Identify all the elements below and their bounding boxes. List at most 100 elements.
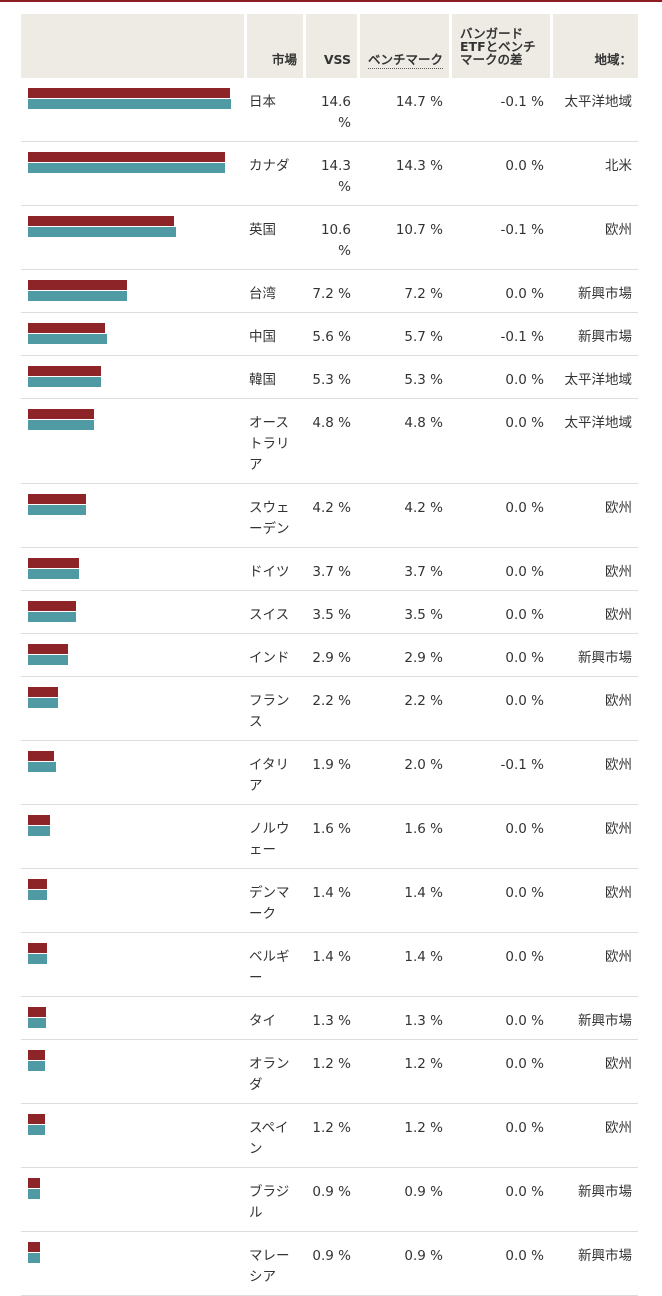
table-row: デンマーク 1.4 % 1.4 % 0.0 % 欧州 <box>21 869 638 933</box>
vss-bar <box>28 751 54 761</box>
region-cell: 新興市場 <box>550 1168 638 1232</box>
vss-bar <box>28 644 68 654</box>
benchmark-value: 14.3 % <box>357 142 449 206</box>
region-cell: 欧州 <box>550 548 638 591</box>
vss-value: 2.2 % <box>303 677 357 741</box>
benchmark-bar <box>28 1018 46 1028</box>
vss-value: 4.2 % <box>303 484 357 548</box>
benchmark-value: 10.7 % <box>357 206 449 270</box>
benchmark-value: 1.4 % <box>357 869 449 933</box>
market-cell: ベルギー <box>244 933 303 997</box>
vss-bar <box>28 366 101 376</box>
diff-value: 0.0 % <box>449 1104 550 1168</box>
vss-bar <box>28 943 47 953</box>
diff-value: 0.0 % <box>449 677 550 741</box>
vss-bar <box>28 815 50 825</box>
benchmark-value: 1.2 % <box>357 1104 449 1168</box>
vss-bar <box>28 280 127 290</box>
benchmark-bar <box>28 569 79 579</box>
vss-value: 0.9 % <box>303 1232 357 1296</box>
region-cell: 欧州 <box>550 933 638 997</box>
benchmark-bar <box>28 954 47 964</box>
diff-value: 0.0 % <box>449 1040 550 1104</box>
region-cell: 新興市場 <box>550 997 638 1040</box>
vss-bar <box>28 558 79 568</box>
benchmark-value: 2.2 % <box>357 677 449 741</box>
region-cell: 欧州 <box>550 677 638 741</box>
table-row: タイ 1.3 % 1.3 % 0.0 % 新興市場 <box>21 997 638 1040</box>
bar-cell <box>21 356 244 399</box>
benchmark-bar <box>28 420 94 430</box>
bar-cell <box>21 1104 244 1168</box>
diff-value: 0.0 % <box>449 548 550 591</box>
region-cell: 新興市場 <box>550 634 638 677</box>
vss-bar <box>28 323 105 333</box>
bar-cell <box>21 741 244 805</box>
header-vss: VSS <box>303 14 357 78</box>
vss-value: 5.3 % <box>303 356 357 399</box>
benchmark-bar <box>28 377 101 387</box>
table-row: 韓国 5.3 % 5.3 % 0.0 % 太平洋地域 <box>21 356 638 399</box>
vss-bar <box>28 494 86 504</box>
top-accent-rule <box>0 0 662 2</box>
header-region: 地域： <box>550 14 638 78</box>
bar-cell <box>21 1232 244 1296</box>
diff-value: -0.1 % <box>449 206 550 270</box>
vss-value: 0.9 % <box>303 1168 357 1232</box>
diff-value: 0.0 % <box>449 484 550 548</box>
region-cell: 新興市場 <box>550 270 638 313</box>
region-cell: 欧州 <box>550 484 638 548</box>
vss-value: 14.3 % <box>303 142 357 206</box>
header-chart <box>21 14 244 78</box>
bar-cell <box>21 805 244 869</box>
table-body: 日本 14.6 % 14.7 % -0.1 % 太平洋地域 カナダ 14.3 % 14.3 %… <box>21 78 638 1296</box>
market-cell: 韓国 <box>244 356 303 399</box>
vss-bar <box>28 601 76 611</box>
bar-cell <box>21 1168 244 1232</box>
benchmark-value: 4.2 % <box>357 484 449 548</box>
benchmark-bar <box>28 291 127 301</box>
benchmark-tooltip-link[interactable]: ベンチマーク <box>367 52 443 69</box>
vss-bar <box>28 1050 45 1060</box>
table-row: スイス 3.5 % 3.5 % 0.0 % 欧州 <box>21 591 638 634</box>
bar-cell <box>21 484 244 548</box>
diff-value: 0.0 % <box>449 270 550 313</box>
region-cell: 欧州 <box>550 1104 638 1168</box>
benchmark-value: 1.2 % <box>357 1040 449 1104</box>
bar-cell <box>21 997 244 1040</box>
benchmark-bar <box>28 505 86 515</box>
table-row: 中国 5.6 % 5.7 % -0.1 % 新興市場 <box>21 313 638 356</box>
table-row: ブラジル 0.9 % 0.9 % 0.0 % 新興市場 <box>21 1168 638 1232</box>
vss-value: 7.2 % <box>303 270 357 313</box>
vss-bar <box>28 88 230 98</box>
diff-value: -0.1 % <box>449 78 550 142</box>
header-diff: バンガードETFとベンチマークの差 <box>449 14 550 78</box>
market-cell: スウェーデン <box>244 484 303 548</box>
market-cell: イタリア <box>244 741 303 805</box>
diff-value: 0.0 % <box>449 356 550 399</box>
benchmark-bar <box>28 163 225 173</box>
vss-value: 3.5 % <box>303 591 357 634</box>
vss-bar <box>28 1178 40 1188</box>
benchmark-bar <box>28 99 231 109</box>
market-cell: マレーシア <box>244 1232 303 1296</box>
vss-value: 1.6 % <box>303 805 357 869</box>
bar-cell <box>21 78 244 142</box>
market-cell: スペイン <box>244 1104 303 1168</box>
benchmark-value: 4.8 % <box>357 399 449 484</box>
market-cell: ノルウェー <box>244 805 303 869</box>
region-cell: 欧州 <box>550 206 638 270</box>
market-cell: フランス <box>244 677 303 741</box>
header-benchmark[interactable]: ベンチマーク <box>357 14 449 78</box>
benchmark-value: 1.6 % <box>357 805 449 869</box>
vss-bar <box>28 216 174 226</box>
benchmark-value: 7.2 % <box>357 270 449 313</box>
vss-value: 14.6 % <box>303 78 357 142</box>
bar-cell <box>21 869 244 933</box>
benchmark-bar <box>28 1125 45 1135</box>
benchmark-value: 0.9 % <box>357 1168 449 1232</box>
benchmark-bar <box>28 1253 40 1263</box>
region-cell: 欧州 <box>550 741 638 805</box>
header-market: 市場 <box>244 14 303 78</box>
market-cell: オランダ <box>244 1040 303 1104</box>
